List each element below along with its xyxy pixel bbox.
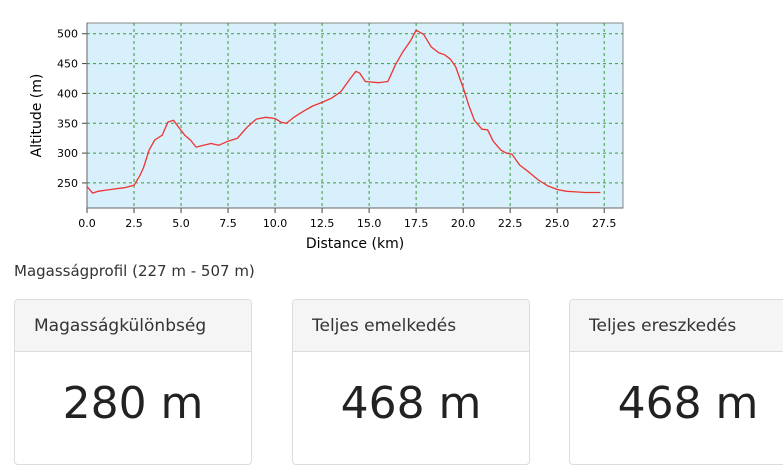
x-tick-label: 2.5 bbox=[125, 217, 143, 230]
total-ascent-card: Teljes emelkedés 468 m bbox=[292, 299, 530, 465]
x-tick-label: 5.0 bbox=[172, 217, 190, 230]
x-tick-label: 22.5 bbox=[498, 217, 523, 230]
y-tick-label: 500 bbox=[57, 28, 78, 41]
elevation-difference-card: Magasságkülönbség 280 m bbox=[14, 299, 252, 465]
x-axis-title: Distance (km) bbox=[306, 236, 404, 252]
y-tick-label: 300 bbox=[57, 147, 78, 160]
y-tick-label: 250 bbox=[57, 177, 78, 190]
elevation-chart: 0.0 2.5 5.0 7.5 10.0 12.5 15.0 17.5 20.0 22.5 25.0… bbox=[0, 0, 640, 258]
elevation-chart-svg: 0.0 2.5 5.0 7.5 10.0 12.5 15.0 17.5 20.0 22.5 25.0… bbox=[29, 22, 624, 252]
y-axis-title: Altitude (m) bbox=[29, 74, 45, 158]
x-tick-label: 7.5 bbox=[219, 217, 237, 230]
elevation-profile-caption: Magasságprofil (227 m - 507 m) bbox=[14, 262, 255, 280]
x-tick-label: 15.0 bbox=[357, 217, 382, 230]
x-tick-label: 17.5 bbox=[404, 217, 429, 230]
total-descent-label: Teljes ereszkedés bbox=[570, 300, 783, 352]
total-descent-card: Teljes ereszkedés 468 m bbox=[569, 299, 783, 465]
x-tick-label: 0.0 bbox=[78, 217, 96, 230]
plot-area bbox=[86, 22, 624, 209]
y-tick-label: 350 bbox=[57, 117, 78, 130]
x-tick-label: 25.0 bbox=[545, 217, 570, 230]
elevation-difference-value: 280 m bbox=[62, 378, 204, 429]
y-tick-label: 450 bbox=[57, 58, 78, 71]
total-ascent-value: 468 m bbox=[340, 378, 482, 429]
total-descent-value: 468 m bbox=[617, 378, 759, 429]
x-tick-label: 20.0 bbox=[451, 217, 476, 230]
x-tick-label: 10.0 bbox=[263, 217, 288, 230]
x-tick-label: 12.5 bbox=[310, 217, 335, 230]
elevation-difference-label: Magasságkülönbség bbox=[15, 300, 251, 352]
total-ascent-label: Teljes emelkedés bbox=[293, 300, 529, 352]
y-tick-label: 400 bbox=[57, 87, 78, 100]
elevation-line bbox=[86, 29, 601, 194]
x-tick-label: 27.5 bbox=[592, 217, 617, 230]
